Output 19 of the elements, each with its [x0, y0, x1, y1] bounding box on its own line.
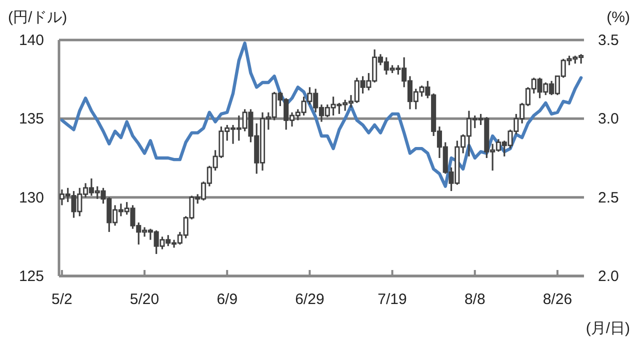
y2-axis-title: (%) — [606, 9, 630, 26]
y2-tick-label: 3.0 — [598, 110, 619, 128]
x-axis-title: (月/日) — [586, 320, 630, 337]
y-tick-label: 130 — [18, 189, 44, 206]
y2-tick-label: 3.5 — [598, 32, 619, 49]
x-tick-label: 5/20 — [130, 291, 160, 308]
y-tick-label: 140 — [18, 32, 44, 49]
y2-tick-label: 2.5 — [598, 189, 619, 206]
x-tick-label: 6/9 — [216, 291, 238, 308]
x-tick-label: 7/19 — [378, 291, 407, 308]
x-tick-label: 8/26 — [542, 291, 572, 308]
y-axis-title: (円/ドル) — [8, 9, 68, 26]
y-tick-label: 135 — [18, 110, 44, 128]
x-tick-label: 6/29 — [295, 291, 324, 308]
x-tick-label: 5/2 — [52, 291, 72, 308]
y2-tick-label: 2.0 — [598, 268, 619, 285]
y-tick-label: 125 — [18, 268, 44, 285]
x-tick-label: 8/8 — [464, 291, 486, 308]
line-series — [60, 42, 583, 188]
